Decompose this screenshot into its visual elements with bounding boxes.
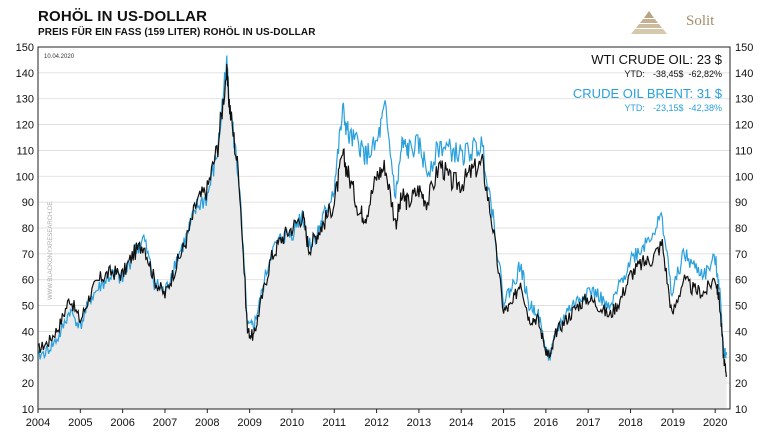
x-tick-label: 2019 — [661, 417, 685, 429]
solit-logo-icon — [631, 11, 667, 34]
y-tick-label-right: 120 — [735, 120, 753, 132]
x-tick-label: 2015 — [491, 417, 515, 429]
x-axis: 2004 2005 2006 2007 2008 2009 2010 2011 2012 2013… — [26, 409, 727, 429]
svg-text:YTD:-38,45$-62,82%: YTD: -38,45$ -62,82% — [624, 69, 722, 79]
svg-text:CRUDE OIL BRENT: 31 $: CRUDE OIL BRENT: 31 $ — [573, 86, 723, 101]
svg-text:YTD:-23,15$-42,38%: YTD: -23,15$ -42,38% — [624, 103, 722, 113]
chart-title: ROHÖL IN US-DOLLAR — [38, 8, 208, 25]
wti-area-fill — [38, 63, 727, 410]
x-tick-label: 2014 — [449, 417, 473, 429]
legend-wti-ytd-abs: -38,45$ — [653, 69, 684, 79]
legend-wti-ytd-label: YTD: — [624, 69, 645, 79]
y-tick-label-left: 150 — [16, 42, 34, 54]
x-tick-label: 2016 — [534, 417, 558, 429]
x-tick-label: 2018 — [618, 417, 642, 429]
y-tick-label-right: 40 — [735, 326, 747, 338]
plot-frame — [37, 46, 731, 410]
y-tick-label-right: 60 — [735, 275, 747, 287]
y-axis-right: 10 20 30 40 50 60 70 80 90 100 110 120 130 140 150 — [735, 42, 753, 416]
y-tick-label-left: 90 — [22, 197, 34, 209]
y-tick-label-left: 100 — [16, 171, 34, 183]
y-tick-label-right: 20 — [735, 378, 747, 390]
x-tick-label: 2007 — [153, 417, 177, 429]
legend-brent-ytd-pct: -42,38% — [688, 103, 722, 113]
y-tick-label-right: 10 — [735, 404, 747, 416]
y-axis-left: 10 20 30 40 50 60 70 80 90 100 110 120 130 140 150 — [16, 42, 34, 416]
y-tick-label-right: 70 — [735, 249, 747, 261]
legend-wti-ytd-pct: -62,82% — [688, 69, 722, 79]
x-tick-label: 2004 — [26, 417, 50, 429]
legend: WTI CRUDE OIL: 23 $ YTD: -38,45$ -62,82% C… — [573, 52, 723, 113]
legend-brent-value: 31 $ — [697, 86, 723, 101]
y-tick-label-right: 100 — [735, 171, 753, 183]
legend-brent-name: CRUDE OIL BRENT — [573, 86, 691, 101]
y-tick-label-left: 30 — [22, 352, 34, 364]
y-tick-label-left: 80 — [22, 223, 34, 235]
y-tick-label-right: 150 — [735, 42, 753, 54]
y-tick-label-left: 20 — [22, 378, 34, 390]
y-tick-label-left: 10 — [22, 404, 34, 416]
legend-wti-value: 23 $ — [697, 52, 723, 67]
y-tick-label-left: 140 — [16, 68, 34, 80]
y-tick-label-right: 50 — [735, 301, 747, 313]
x-tick-label: 2017 — [576, 417, 600, 429]
y-tick-label-left: 40 — [22, 326, 34, 338]
y-tick-label-right: 30 — [735, 352, 747, 364]
x-tick-label: 2020 — [703, 417, 727, 429]
watermark: WWW.BLACKONYXRESEARCH.DE — [48, 202, 54, 300]
y-tick-label-left: 70 — [22, 249, 34, 261]
x-tick-label: 2010 — [280, 417, 304, 429]
date-label: 10.04.2020 — [44, 54, 75, 60]
y-tick-label-right: 130 — [735, 94, 753, 106]
y-tick-label-left: 110 — [16, 145, 34, 157]
x-tick-label: 2006 — [110, 417, 134, 429]
y-tick-label-right: 110 — [735, 145, 753, 157]
legend-brent-ytd-label: YTD: — [624, 103, 645, 113]
y-tick-label-left: 60 — [22, 275, 34, 287]
wti-series-line — [37, 63, 728, 377]
y-tick-label-left: 120 — [16, 120, 34, 132]
x-tick-label: 2012 — [364, 417, 388, 429]
chart-subtitle: PREIS FÜR EIN FASS (159 LITER) ROHÖL IN … — [38, 27, 316, 38]
svg-text:WTI CRUDE OIL: 23 $: WTI CRUDE OIL: 23 $ — [591, 52, 723, 67]
y-tick-label-left: 130 — [16, 94, 34, 106]
x-tick-label: 2005 — [68, 417, 92, 429]
y-tick-label-left: 50 — [22, 301, 34, 313]
x-tick-label: 2008 — [195, 417, 219, 429]
x-tick-label: 2013 — [407, 417, 431, 429]
legend-wti-name: WTI CRUDE OIL — [591, 52, 689, 67]
x-tick-label: 2011 — [322, 417, 346, 429]
x-tick-label: 2009 — [237, 417, 261, 429]
y-tick-label-right: 90 — [735, 197, 747, 209]
y-tick-label-right: 140 — [735, 68, 753, 80]
y-tick-label-right: 80 — [735, 223, 747, 235]
logo-text: Solit — [686, 13, 715, 29]
legend-brent-ytd-abs: -23,15$ — [653, 103, 684, 113]
